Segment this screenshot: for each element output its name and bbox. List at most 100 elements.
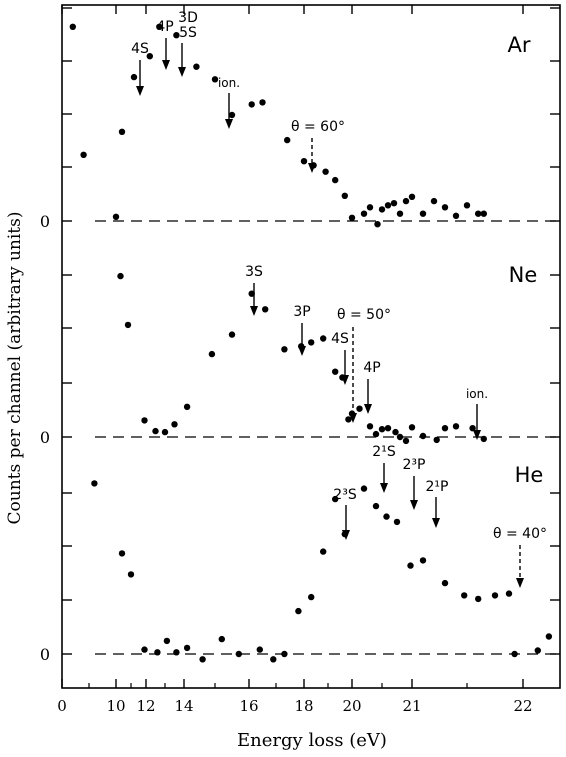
data-point (419, 432, 427, 440)
annotation-label: ion. (466, 387, 488, 401)
data-point (390, 200, 398, 207)
annotation-label: 2¹P (426, 479, 449, 495)
data-point (378, 206, 386, 213)
data-point (141, 417, 148, 424)
annotation-arrow-head (342, 530, 350, 540)
data-point (402, 437, 410, 445)
theta-arrow-head (349, 413, 357, 423)
data-point (199, 656, 206, 663)
data-point (80, 151, 87, 158)
x-tick-label: 0 (57, 697, 67, 715)
data-point (118, 550, 126, 557)
data-point (480, 210, 487, 217)
data-point (475, 210, 482, 217)
data-point (262, 306, 269, 313)
annotation-arrow-head (162, 60, 170, 70)
x-tick-label: 16 (239, 697, 258, 715)
annotation-label: 2³P (403, 457, 426, 473)
data-point (372, 502, 380, 510)
data-point (228, 111, 236, 119)
data-point (141, 646, 148, 653)
data-point (469, 425, 476, 432)
data-point (270, 656, 277, 663)
theta-label: θ = 40° (493, 526, 547, 542)
data-point (259, 99, 266, 106)
data-point (211, 76, 219, 83)
plot-axes: 0 10 12 14 16 18 20 21 22 (57, 4, 561, 715)
data-point (284, 136, 291, 144)
data-point (320, 548, 327, 555)
data-point (130, 73, 138, 81)
data-point (248, 290, 255, 297)
annotation-label: 2¹S (372, 444, 396, 460)
data-point (348, 214, 356, 221)
data-point (433, 436, 440, 444)
data-point (228, 331, 236, 338)
theta-arrow-head (516, 578, 524, 588)
data-point (248, 101, 255, 108)
data-point (441, 425, 449, 432)
data-point (360, 485, 368, 492)
annotation-arrow-head (136, 86, 144, 96)
x-axis-label: Energy loss (eV) (237, 730, 387, 751)
data-point (374, 221, 381, 228)
theta-arrow-head (308, 163, 316, 173)
annotation-label: 4P (156, 19, 173, 35)
x-tick-label: 10 (106, 697, 125, 715)
data-point (117, 272, 124, 280)
data-point (332, 176, 339, 184)
data-point (322, 168, 329, 175)
data-point (408, 424, 416, 431)
data-point (491, 592, 499, 599)
data-point (392, 428, 399, 436)
data-point (171, 421, 178, 428)
panel-label: He (515, 463, 544, 487)
annotation-arrow-head (341, 375, 349, 385)
annotation-label: 2³S (333, 487, 357, 503)
data-point (545, 633, 553, 640)
annotation-label: 3D (178, 10, 198, 26)
x-tick-label: 22 (513, 697, 532, 715)
data-point (235, 650, 242, 658)
annotation-arrow-head (250, 306, 258, 316)
data-point (308, 339, 315, 346)
data-point (308, 593, 315, 601)
data-point (480, 435, 487, 443)
theta-label: θ = 50° (337, 307, 391, 323)
data-point (384, 425, 392, 432)
data-point (91, 480, 98, 487)
data-point (393, 518, 401, 526)
annotation-label: 3S (245, 264, 263, 280)
data-point (372, 430, 380, 438)
data-point (256, 646, 263, 653)
data-point (156, 23, 163, 30)
data-point (396, 210, 404, 217)
data-point (218, 635, 225, 643)
data-point (396, 433, 404, 441)
data-point (295, 607, 302, 615)
data-point (534, 647, 541, 654)
panel-ne: 0 Ne 3S 3P θ = 50° 4S 4P ion. (40, 263, 560, 447)
data-point (154, 649, 161, 656)
data-point (511, 650, 518, 658)
annotation-label: 4P (363, 360, 380, 376)
y-zero-label: 0 (40, 428, 50, 447)
data-point (341, 192, 348, 199)
data-point (384, 202, 392, 209)
annotation-arrow-head (364, 404, 372, 414)
annotation-label: 4S (331, 331, 349, 347)
data-point (452, 212, 460, 219)
data-point (163, 637, 171, 645)
data-point (360, 210, 368, 217)
panel-label: Ne (509, 263, 538, 287)
data-point (183, 403, 191, 410)
data-point (300, 158, 308, 165)
data-point (475, 595, 482, 603)
data-point (332, 495, 339, 503)
annotation-label: 3P (293, 304, 310, 320)
annotation-label: ion. (218, 76, 240, 90)
